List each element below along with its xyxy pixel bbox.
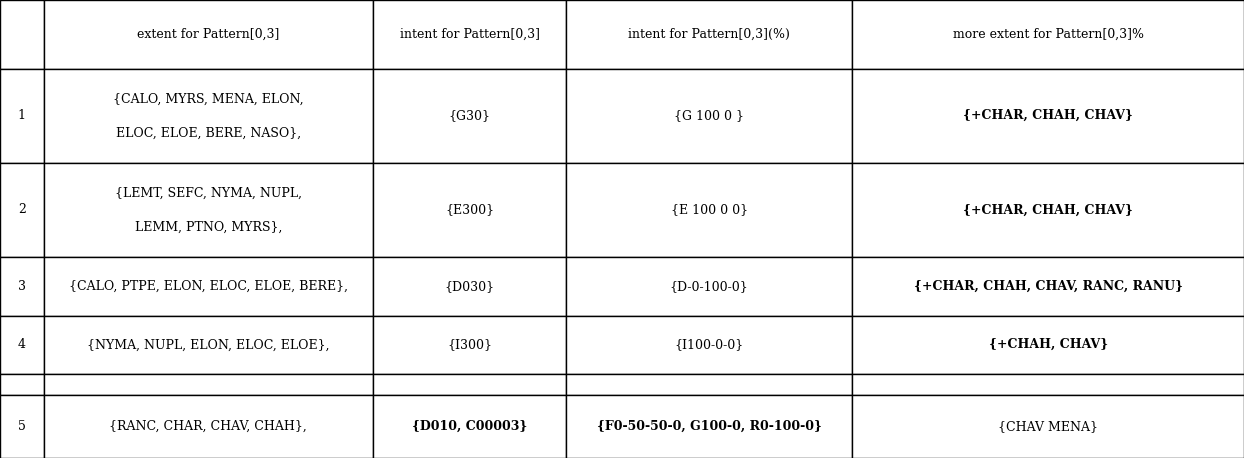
Text: {D-0-100-0}: {D-0-100-0} [669,280,749,293]
Bar [566,0,852,69]
Text: intent for Pattern[0,3](%): intent for Pattern[0,3](%) [628,28,790,41]
Bar [373,374,566,395]
Bar [852,316,1244,374]
Bar [0,0,44,69]
Bar [566,163,852,257]
Text: {I100-0-0}: {I100-0-0} [674,338,744,351]
Bar [852,0,1244,69]
Text: {E 100 0 0}: {E 100 0 0} [671,203,748,217]
Bar [0,374,44,395]
Text: intent for Pattern[0,3]: intent for Pattern[0,3] [399,28,540,41]
Text: {I300}: {I300} [447,338,493,351]
Bar [373,257,566,316]
Text: {+CHAR, CHAH, CHAV}: {+CHAR, CHAH, CHAV} [963,203,1133,217]
Bar [373,316,566,374]
Bar [852,257,1244,316]
Bar [0,395,44,458]
Bar [566,316,852,374]
Bar [44,69,373,163]
Bar [566,395,852,458]
Text: {CHAV MENA}: {CHAV MENA} [998,420,1098,433]
Bar [566,257,852,316]
Text: {E300}: {E300} [445,203,494,217]
Text: {F0-50-50-0, G100-0, R0-100-0}: {F0-50-50-0, G100-0, R0-100-0} [597,420,821,433]
Bar [0,316,44,374]
Bar [852,163,1244,257]
Text: 3: 3 [17,280,26,293]
Text: {D010, C00003}: {D010, C00003} [412,420,527,433]
Text: {RANC, CHAR, CHAV, CHAH},: {RANC, CHAR, CHAV, CHAH}, [109,420,307,433]
Text: {+CHAR, CHAH, CHAV, RANC, RANU}: {+CHAR, CHAH, CHAV, RANC, RANU} [913,280,1183,293]
Text: {CALO, PTPE, ELON, ELOC, ELOE, BERE},: {CALO, PTPE, ELON, ELOC, ELOE, BERE}, [68,280,348,293]
Bar [0,257,44,316]
Text: more extent for Pattern[0,3]%: more extent for Pattern[0,3]% [953,28,1143,41]
Text: 1: 1 [17,109,26,122]
Text: 5: 5 [17,420,26,433]
Text: extent for Pattern[0,3]: extent for Pattern[0,3] [137,28,280,41]
Bar [373,69,566,163]
Text: {+CHAH, CHAV}: {+CHAH, CHAV} [989,338,1107,351]
Bar [44,316,373,374]
Bar [373,395,566,458]
Bar [852,395,1244,458]
Bar [44,257,373,316]
Text: 2: 2 [17,203,26,217]
Text: {LEMT, SEFC, NYMA, NUPL,

LEMM, PTNO, MYRS},: {LEMT, SEFC, NYMA, NUPL, LEMM, PTNO, MYR… [114,186,302,234]
Bar [44,0,373,69]
Text: {D030}: {D030} [444,280,495,293]
Text: {+CHAR, CHAH, CHAV}: {+CHAR, CHAH, CHAV} [963,109,1133,122]
Text: {NYMA, NUPL, ELON, ELOC, ELOE},: {NYMA, NUPL, ELON, ELOC, ELOE}, [87,338,330,351]
Bar [566,69,852,163]
Bar [373,0,566,69]
Bar [44,374,373,395]
Bar [0,69,44,163]
Bar [566,374,852,395]
Text: {G30}: {G30} [449,109,490,122]
Bar [852,69,1244,163]
Text: 4: 4 [17,338,26,351]
Bar [373,163,566,257]
Bar [852,374,1244,395]
Text: {CALO, MYRS, MENA, ELON,

ELOC, ELOE, BERE, NASO},: {CALO, MYRS, MENA, ELON, ELOC, ELOE, BER… [113,92,304,139]
Bar [44,395,373,458]
Bar [0,163,44,257]
Bar [44,163,373,257]
Text: {G 100 0 }: {G 100 0 } [674,109,744,122]
